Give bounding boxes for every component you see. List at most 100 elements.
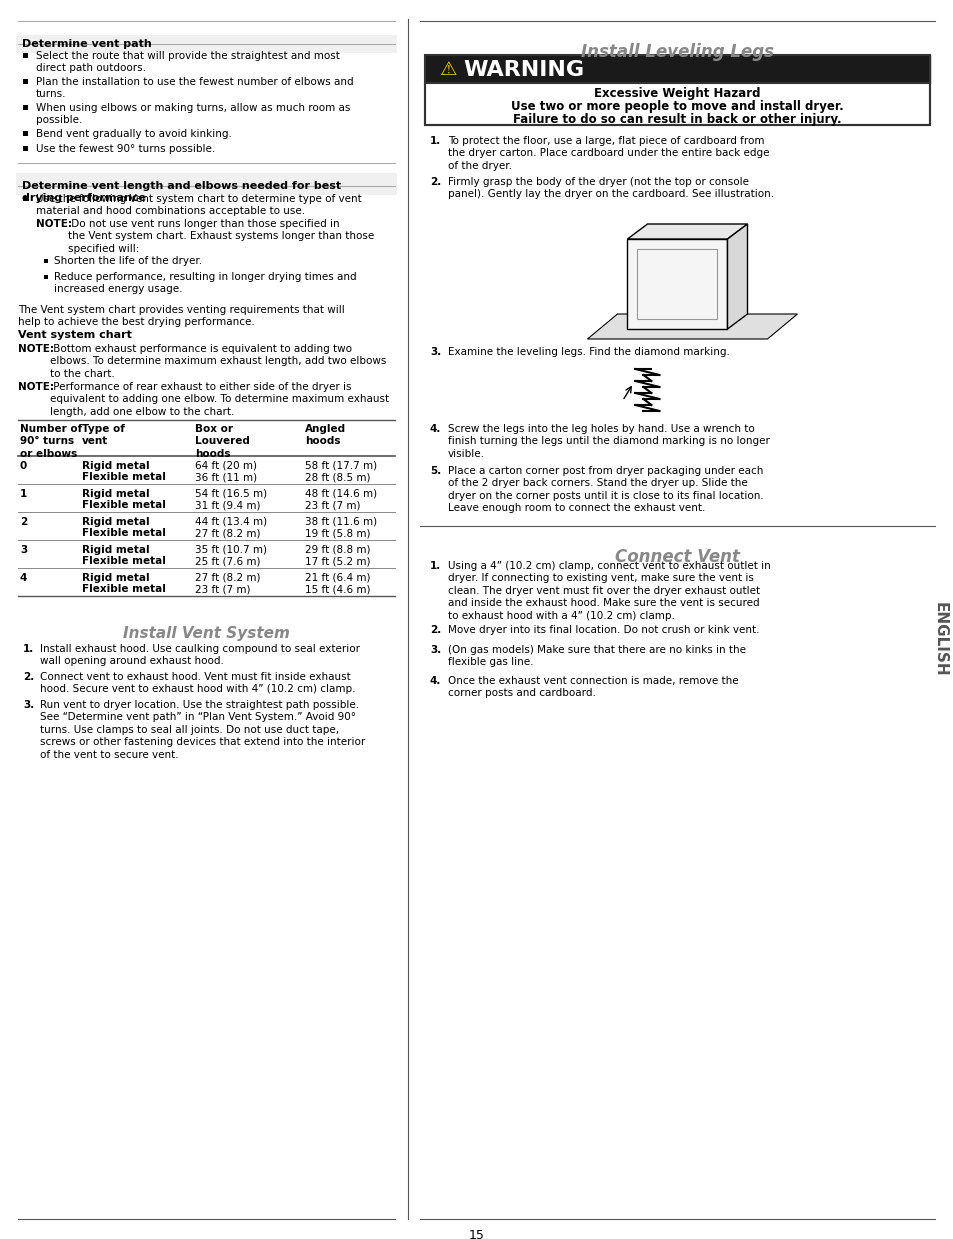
Text: Rigid metal: Rigid metal	[82, 489, 150, 499]
Text: Install Vent System: Install Vent System	[123, 626, 290, 641]
Text: 27 ft (8.2 m): 27 ft (8.2 m)	[194, 572, 260, 584]
Text: Screw the legs into the leg holes by hand. Use a wrench to
finish turning the le: Screw the legs into the leg holes by han…	[448, 424, 769, 458]
Text: When using elbows or making turns, allow as much room as
possible.: When using elbows or making turns, allow…	[36, 103, 350, 125]
Text: 36 ft (11 m): 36 ft (11 m)	[194, 472, 257, 482]
Text: 4.: 4.	[430, 676, 441, 686]
Text: 1.: 1.	[430, 561, 441, 571]
Text: 2.: 2.	[430, 177, 441, 187]
Text: Place a carton corner post from dryer packaging under each
of the 2 dryer back c: Place a carton corner post from dryer pa…	[448, 466, 763, 513]
Text: Rigid metal: Rigid metal	[82, 461, 150, 471]
Text: Use the following Vent system chart to determine type of vent
material and hood : Use the following Vent system chart to d…	[36, 195, 361, 217]
Text: ENGLISH: ENGLISH	[931, 602, 946, 676]
Text: 1.: 1.	[23, 644, 34, 654]
Text: Performance of rear exhaust to either side of the dryer is
equivalent to adding : Performance of rear exhaust to either si…	[50, 382, 389, 416]
Bar	[627, 239, 727, 330]
Polygon shape	[587, 313, 797, 339]
Bar	[23, 131, 28, 136]
Bar	[424, 83, 929, 125]
Text: 29 ft (8.8 m): 29 ft (8.8 m)	[305, 545, 370, 555]
Text: Connect vent to exhaust hood. Vent must fit inside exhaust
hood. Secure vent to : Connect vent to exhaust hood. Vent must …	[40, 672, 355, 694]
Text: Flexible metal: Flexible metal	[82, 584, 166, 593]
Text: Plan the installation to use the fewest number of elbows and
turns.: Plan the installation to use the fewest …	[36, 77, 354, 99]
Text: 35 ft (10.7 m): 35 ft (10.7 m)	[194, 545, 267, 555]
Text: Rigid metal: Rigid metal	[82, 517, 150, 527]
Text: 23 ft (7 m): 23 ft (7 m)	[305, 501, 360, 510]
Bar	[16, 35, 396, 53]
Text: Failure to do so can result in back or other injury.: Failure to do so can result in back or o…	[513, 113, 841, 126]
Text: WARNING: WARNING	[462, 59, 583, 81]
Text: 3.: 3.	[430, 646, 441, 655]
Text: (On gas models) Make sure that there are no kinks in the
flexible gas line.: (On gas models) Make sure that there are…	[448, 646, 745, 668]
Text: Shorten the life of the dryer.: Shorten the life of the dryer.	[54, 256, 202, 266]
Text: 48 ft (14.6 m): 48 ft (14.6 m)	[305, 489, 376, 499]
Text: 2.: 2.	[430, 624, 441, 636]
Text: 58 ft (17.7 m): 58 ft (17.7 m)	[305, 461, 376, 471]
Bar	[44, 259, 48, 263]
Text: Bend vent gradually to avoid kinking.: Bend vent gradually to avoid kinking.	[36, 129, 232, 139]
Text: 25 ft (7.6 m): 25 ft (7.6 m)	[194, 556, 260, 566]
Text: ⚠: ⚠	[439, 59, 457, 79]
Bar	[23, 146, 28, 151]
Text: Excessive Weight Hazard: Excessive Weight Hazard	[594, 87, 760, 100]
Text: Once the exhaust vent connection is made, remove the
corner posts and cardboard.: Once the exhaust vent connection is made…	[448, 676, 738, 699]
Text: Rigid metal: Rigid metal	[82, 572, 150, 584]
Text: 3.: 3.	[23, 700, 34, 710]
Text: Number of
90° turns
or elbows: Number of 90° turns or elbows	[20, 424, 82, 458]
Text: 3: 3	[20, 545, 28, 555]
Text: Reduce performance, resulting in longer drying times and
increased energy usage.: Reduce performance, resulting in longer …	[54, 273, 356, 295]
Text: Flexible metal: Flexible metal	[82, 472, 166, 482]
Text: 4: 4	[20, 572, 28, 584]
Text: Rigid metal: Rigid metal	[82, 545, 150, 555]
Text: 23 ft (7 m): 23 ft (7 m)	[194, 584, 251, 593]
Text: To protect the floor, use a large, flat piece of cardboard from
the dryer carton: To protect the floor, use a large, flat …	[448, 136, 769, 171]
Text: Use the fewest 90° turns possible.: Use the fewest 90° turns possible.	[36, 144, 215, 154]
Text: 2.: 2.	[23, 672, 34, 681]
Text: 5.: 5.	[430, 466, 441, 476]
Text: 4.: 4.	[430, 424, 441, 434]
Bar	[16, 173, 396, 195]
Bar	[23, 196, 28, 201]
Text: Angled
hoods: Angled hoods	[305, 424, 346, 446]
Bar	[637, 249, 717, 318]
Text: Type of
vent: Type of vent	[82, 424, 125, 446]
Text: 2: 2	[20, 517, 28, 527]
Text: 17 ft (5.2 m): 17 ft (5.2 m)	[305, 556, 370, 566]
Text: Determine vent path: Determine vent path	[22, 38, 152, 50]
Text: Install exhaust hood. Use caulking compound to seal exterior
wall opening around: Install exhaust hood. Use caulking compo…	[40, 644, 359, 667]
Text: 1.: 1.	[430, 136, 441, 146]
Text: Run vent to dryer location. Use the straightest path possible.
See “Determine ve: Run vent to dryer location. Use the stra…	[40, 700, 365, 760]
Text: 64 ft (20 m): 64 ft (20 m)	[194, 461, 256, 471]
Text: Use two or more people to move and install dryer.: Use two or more people to move and insta…	[511, 100, 843, 113]
Text: NOTE:: NOTE:	[36, 219, 71, 229]
Text: Bottom exhaust performance is equivalent to adding two
elbows. To determine maxi: Bottom exhaust performance is equivalent…	[50, 344, 386, 379]
Text: Do not use vent runs longer than those specified in
the Vent system chart. Exhau: Do not use vent runs longer than those s…	[68, 219, 374, 254]
Text: 38 ft (11.6 m): 38 ft (11.6 m)	[305, 517, 376, 527]
Text: 3.: 3.	[430, 347, 441, 357]
Text: NOTE:: NOTE:	[18, 382, 54, 392]
Text: 44 ft (13.4 m): 44 ft (13.4 m)	[194, 517, 267, 527]
Text: Determine vent length and elbows needed for best
drying performance: Determine vent length and elbows needed …	[22, 181, 341, 203]
Text: Connect Vent: Connect Vent	[615, 548, 740, 566]
Bar	[23, 53, 28, 58]
Text: Examine the leveling legs. Find the diamond marking.: Examine the leveling legs. Find the diam…	[448, 347, 729, 357]
Text: 19 ft (5.8 m): 19 ft (5.8 m)	[305, 528, 370, 538]
Bar	[424, 55, 929, 125]
Text: Box or
Louvered
hoods: Box or Louvered hoods	[194, 424, 250, 458]
Text: 27 ft (8.2 m): 27 ft (8.2 m)	[194, 528, 260, 538]
Text: 0: 0	[20, 461, 28, 471]
Text: Move dryer into its final location. Do not crush or kink vent.: Move dryer into its final location. Do n…	[448, 624, 759, 636]
Text: 15 ft (4.6 m): 15 ft (4.6 m)	[305, 584, 370, 593]
Polygon shape	[627, 224, 747, 239]
Text: Install Leveling Legs: Install Leveling Legs	[580, 43, 773, 61]
Text: 1: 1	[20, 489, 28, 499]
Bar	[424, 55, 929, 83]
Text: Firmly grasp the body of the dryer (not the top or console
panel). Gently lay th: Firmly grasp the body of the dryer (not …	[448, 177, 773, 199]
Text: NOTE:: NOTE:	[18, 344, 54, 354]
Text: Using a 4” (10.2 cm) clamp, connect vent to exhaust outlet in
dryer. If connecti: Using a 4” (10.2 cm) clamp, connect vent…	[448, 561, 770, 621]
Text: The Vent system chart provides venting requirements that will
help to achieve th: The Vent system chart provides venting r…	[18, 305, 344, 327]
Bar	[23, 79, 28, 84]
Bar	[23, 105, 28, 110]
Text: 21 ft (6.4 m): 21 ft (6.4 m)	[305, 572, 370, 584]
Text: Vent system chart: Vent system chart	[18, 330, 132, 339]
Text: 54 ft (16.5 m): 54 ft (16.5 m)	[194, 489, 267, 499]
